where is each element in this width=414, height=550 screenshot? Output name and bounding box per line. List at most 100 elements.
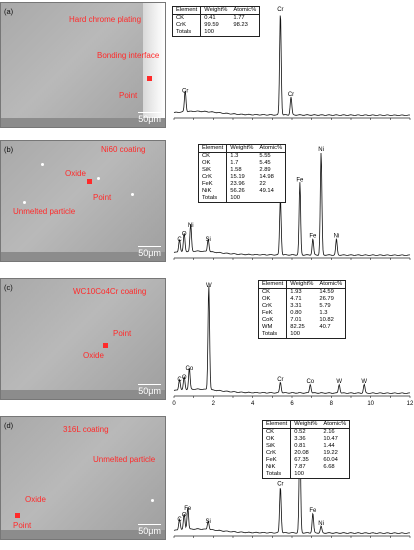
table-cell: Totals [198,195,228,203]
table-cell: 0.81 [294,443,306,449]
table-cell: OK [198,160,228,167]
table-cell: CrK [262,450,292,457]
peak-label: O [182,512,187,518]
sem-info-bar [1,118,165,127]
table-row: CK 1.3 5.55 [198,152,286,160]
table-row: Totals 100 [198,195,286,203]
table-cell: 2.16 [323,429,335,435]
table-cell: 98.23 [233,22,248,28]
table-row: SiK 1.58 2.89 [198,167,286,174]
particle-mark [97,177,100,180]
table-row: CK 0.41 1.77 [172,14,260,22]
panel-letter: (a) [4,7,14,16]
table-cell: 0.41 [204,15,216,21]
table-cell: 6.68 [323,464,335,470]
sem-info-bar [1,530,165,539]
x-tick-label: 8 [330,401,334,407]
peak-label: C [177,237,182,243]
point-marker [15,513,20,518]
table-cell [316,331,345,339]
x-tick-label: 12 [407,401,414,407]
table-cell: CK [172,14,202,22]
table-row: CK 0.52 2.16 [262,428,350,436]
table-header-row: Element Weight% Atomic% [172,6,260,15]
x-tick-label: 10 [367,401,374,407]
table-row: CK 1.93 14.59 [258,288,346,296]
eds-spectrum-a: Cr Cr Cr Element Weight% Atomic% CK 0.41 1.77 Cr… [168,2,414,130]
particle-mark [41,163,44,166]
table-cell: WM [258,324,288,331]
table-cell: 1.77 [233,15,245,21]
table-row: FeK 0.80 1.3 [258,310,346,317]
table-cell: Element [258,280,288,289]
annotation-label: Oxide [25,495,46,504]
eds-spectrum-c: 0 2 4 6 8 10 12 C O Co W Cr Co W W Element Weight% Atomi… [168,278,414,408]
eds-table: Element Weight% Atomic% CK 0.52 2.16 OK 3.36 10.… [262,420,351,479]
annotation-label: Bonding interface [97,51,160,60]
table-cell: 1.58 [230,167,242,173]
particle-mark [151,499,154,502]
table-row: FeK 67.35 60.04 [262,457,350,464]
scale-bar: 50μm [138,112,161,124]
table-cell: Totals [172,29,202,37]
panel-letter: (c) [4,283,13,292]
table-cell: Weight% [286,280,317,289]
panel-a: (a) Hard chrome plating Bonding interfac… [0,2,414,130]
table-cell: 1.3 [230,153,239,159]
table-row: NiK 7.87 6.68 [262,464,350,471]
panel-letter: (d) [4,421,14,430]
table-cell: OK [262,436,292,443]
table-cell: 67.35 [294,457,309,463]
peak-label: Si [206,237,211,243]
table-cell [320,471,349,479]
table-cell: 0.52 [294,429,306,435]
table-cell: Element [172,6,202,15]
table-cell: 100 [294,471,304,477]
table-cell: 100 [290,331,300,337]
table-cell: Atomic% [256,144,286,153]
peak-label: Cr [277,482,283,488]
table-cell: CK [258,288,288,296]
table-row: CoK 7.01 10.82 [258,317,346,324]
table-cell: Element [262,420,292,429]
table-header-row: Element Weight% Atomic% [258,280,346,289]
table-row: OK 1.7 5.45 [198,160,286,167]
table-cell: 49.14 [259,188,274,194]
table-cell [230,29,259,37]
peak-label: Cr [288,92,294,98]
table-cell: 60.04 [323,457,338,463]
peak-label: Fe [184,506,192,512]
table-cell: FeK [198,181,228,188]
spectrum-svg: 0 2 4 6 8 10 12 C O Co W Cr Co W W [172,283,414,407]
table-cell: 14.59 [319,289,334,295]
sem-image-b: (b) Ni60 coating Oxide Point Unmelted pa… [0,140,166,262]
eds-spectrum-b: CONiSiCrFeFeNiNi ElementWeight%Atomic%CK… [168,140,414,270]
table-cell: Element [198,144,228,153]
scale-bar: 50μm [138,524,161,536]
table-cell: CrK [198,174,228,181]
table-cell: Totals [262,471,292,479]
point-marker [147,76,152,81]
annotation-label: Point [13,521,32,530]
table-cell: 100 [204,29,214,35]
annotation-label: Point [113,329,132,338]
table-row: FeK 23.96 22 [198,181,286,188]
peak-label: Co [306,379,314,385]
annotation-label: Point [119,91,138,100]
table-cell: NiK [262,464,292,471]
sem-info-bar [1,252,165,261]
table-cell: 5.45 [259,160,271,166]
table-cell: 82.25 [290,324,305,330]
table-cell: 99.59 [204,22,219,28]
table-row: Totals 100 [258,331,346,339]
table-cell: 26.79 [319,296,334,302]
point-marker [87,179,92,184]
peak-label: Si [206,519,211,525]
table-cell: CK [262,428,292,436]
table-cell: 3.31 [290,303,302,309]
table-cell: 10.47 [323,436,338,442]
table-cell: 22 [259,181,266,187]
table-cell: 14.98 [259,174,274,180]
point-marker [103,343,108,348]
particle-mark [131,193,134,196]
